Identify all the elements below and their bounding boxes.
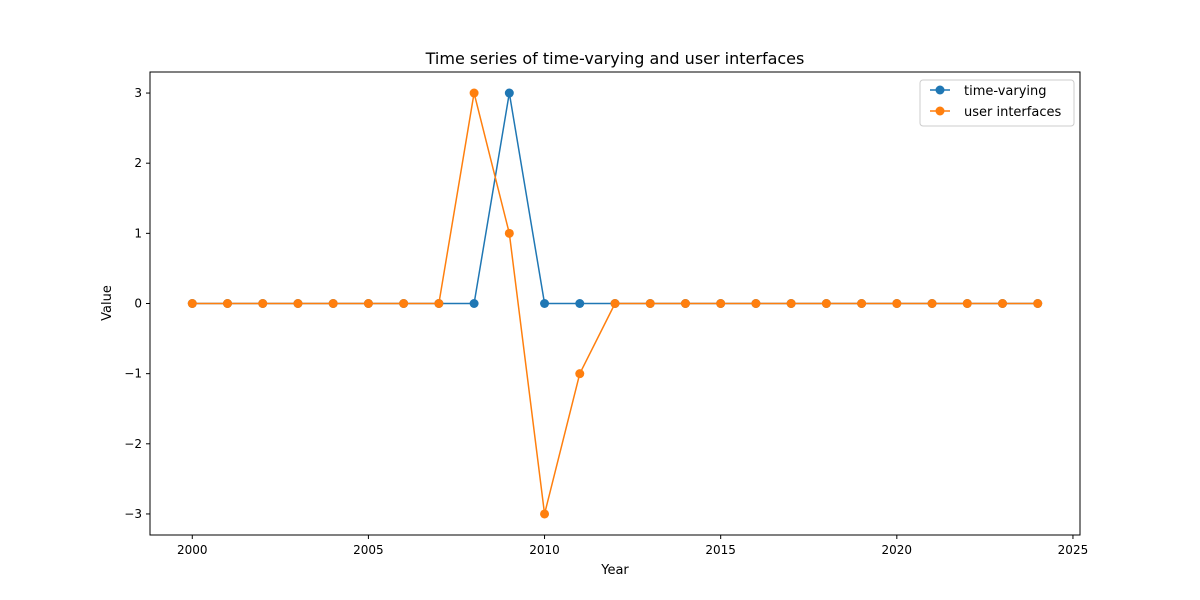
data-point-user-interfaces [187, 299, 197, 308]
data-point-user-interfaces [645, 299, 655, 308]
data-point-user-interfaces [363, 299, 373, 308]
data-point-user-interfaces [786, 299, 796, 308]
data-point-user-interfaces [434, 299, 444, 308]
data-point-user-interfaces [821, 299, 831, 308]
y-tick-label: 0 [134, 297, 142, 311]
legend-marker-user-interfaces [935, 106, 945, 116]
data-point-user-interfaces [399, 299, 409, 308]
series-layer [187, 88, 1043, 519]
y-tick-label: −1 [124, 367, 142, 381]
data-point-user-interfaces [927, 299, 937, 308]
data-point-user-interfaces [504, 228, 514, 238]
data-point-user-interfaces [575, 369, 585, 379]
data-point-user-interfaces [540, 509, 550, 519]
data-point-user-interfaces [751, 299, 761, 308]
data-point-time-varying [575, 299, 585, 308]
data-point-user-interfaces [293, 299, 303, 308]
data-point-time-varying [504, 88, 514, 98]
legend-box [919, 79, 1075, 127]
data-point-user-interfaces [998, 299, 1007, 308]
data-point-user-interfaces [716, 299, 726, 308]
legend: time-varying user interfaces [919, 79, 1075, 127]
series-user-interfaces [187, 88, 1043, 519]
x-axis: 2000 2005 2010 2015 2020 2025 [177, 535, 1088, 557]
x-axis-label: Year [600, 563, 629, 578]
chart-title: Time series of time-varying and user int… [425, 49, 805, 68]
data-point-user-interfaces [962, 299, 972, 308]
data-point-user-interfaces [469, 88, 479, 98]
series-line-time-varying [192, 92, 1038, 305]
y-tick-label: −2 [124, 437, 142, 451]
series-time-varying [187, 88, 1043, 308]
x-tick-label: 2000 [177, 543, 208, 557]
data-point-user-interfaces [680, 299, 690, 308]
y-tick-label: 2 [134, 156, 142, 170]
y-axis: −3 −2 −1 0 1 2 3 [124, 86, 150, 521]
x-tick-label: 2015 [705, 543, 736, 557]
y-tick-label: −3 [124, 507, 142, 521]
x-tick-label: 2020 [882, 543, 913, 557]
data-point-user-interfaces [258, 299, 268, 308]
x-tick-label: 2010 [529, 543, 560, 557]
data-point-time-varying [540, 299, 550, 308]
x-tick-label: 2005 [353, 543, 384, 557]
data-point-user-interfaces [1033, 299, 1043, 308]
data-point-time-varying [469, 299, 479, 308]
data-point-user-interfaces [857, 299, 867, 308]
legend-label-user-interfaces: user interfaces [964, 105, 1061, 120]
data-point-user-interfaces [892, 299, 902, 308]
legend-marker-time-varying [935, 85, 945, 95]
y-axis-label: Value [100, 285, 115, 321]
y-tick-label: 3 [134, 86, 142, 100]
legend-label-time-varying: time-varying [964, 84, 1047, 99]
x-tick-label: 2025 [1058, 543, 1089, 557]
data-point-user-interfaces [223, 299, 232, 308]
y-tick-label: 1 [134, 226, 142, 240]
data-point-user-interfaces [328, 299, 338, 308]
data-point-user-interfaces [610, 299, 620, 308]
